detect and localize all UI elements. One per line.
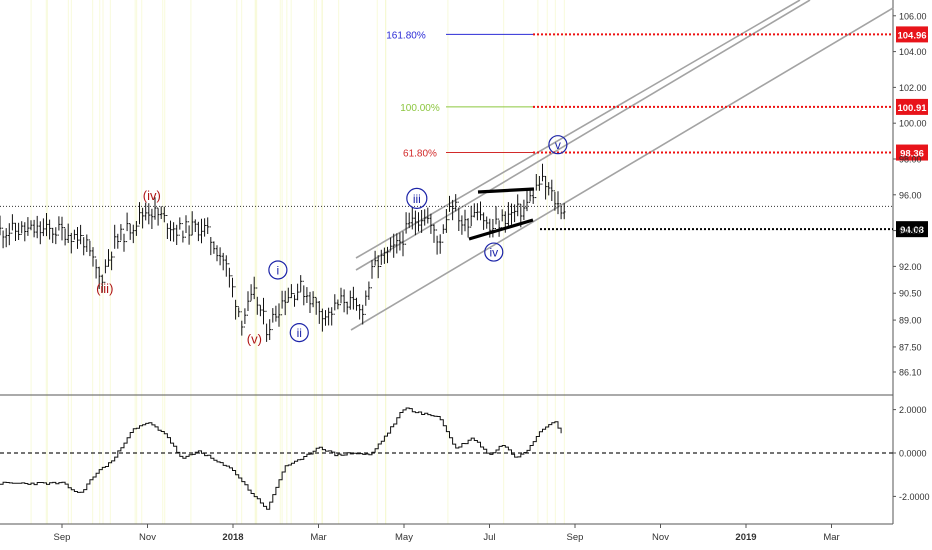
highlight-band (109, 0, 111, 524)
fib-price-box-2 (896, 98, 928, 115)
current-price-box (896, 221, 928, 238)
price-tick-label: 90.50 (899, 289, 922, 299)
fib-price-text-1: 104.96 (897, 30, 926, 41)
highlight-band (134, 0, 136, 524)
fib-label-3: 61.80% (403, 149, 437, 160)
current-price-text: 94.08 (900, 225, 924, 236)
time-tick-label: Nov (652, 532, 669, 543)
highlight-band (554, 0, 556, 524)
wave-circle-blue-2 (289, 323, 309, 343)
highlight-band (141, 0, 143, 524)
highlight-band (385, 0, 387, 524)
price-tick-label: 89.00 (899, 316, 922, 326)
highlight-band (546, 0, 548, 524)
highlight-band (99, 0, 101, 524)
fibonacci-levels: 161.80% 104.96 100.00% 100.91 61.80% 98.36 94.… (0, 26, 928, 238)
channel-line-3 (350, 7, 894, 331)
highlight-band (190, 0, 192, 524)
wave-label-blue-5: v (555, 138, 561, 152)
wave-label-red-2: (iv) (143, 188, 161, 203)
fib-label-2: 100.00% (400, 103, 440, 114)
wave-label-blue-3: iii (413, 192, 421, 206)
highlight-band (30, 0, 32, 524)
price-tick-label: 87.50 (899, 342, 922, 352)
highlight-band (236, 0, 238, 524)
highlight-band (290, 0, 292, 524)
oscillator-line (0, 407, 562, 510)
wave-circle-blue-5 (548, 135, 568, 155)
price-tick-label: 96.00 (899, 190, 922, 200)
highlight-band (45, 0, 47, 524)
wave-circle-blue-3 (406, 187, 428, 209)
highlight-band (279, 0, 281, 524)
highlight-band (338, 0, 340, 524)
highlight-band (136, 0, 138, 524)
highlight-band (102, 0, 104, 524)
wave-label-red-1: (iii) (96, 281, 113, 296)
triangle-pattern (468, 187, 535, 241)
fib-price-box-1 (896, 26, 928, 43)
price-tick-label: 104.00 (899, 47, 927, 57)
fib-price-text-3: 98.36 (900, 149, 924, 160)
highlight-band (286, 0, 288, 524)
price-tick-label: 94.00 (899, 226, 922, 236)
oscillator-series (0, 407, 893, 510)
highlight-band (70, 0, 72, 524)
highlight-band (67, 0, 69, 524)
highlight-band (313, 0, 315, 524)
axes: 106.00104.00102.00100.0098.0096.0094.009… (54, 11, 930, 543)
price-tick-label: 98.00 (899, 154, 922, 164)
fib-price-text-2: 100.91 (897, 103, 927, 114)
highlight-band (162, 0, 164, 524)
oscillator-tick-label: -2.0000 (899, 492, 930, 502)
triangle-upper-line (477, 187, 535, 194)
highlight-band (537, 0, 539, 524)
wave-label-red-3: (v) (247, 331, 262, 346)
time-tick-label: 2019 (735, 532, 756, 543)
price-series (0, 163, 566, 342)
time-tick-label: Sep (567, 532, 584, 543)
oscillator-tick-label: 0.0000 (899, 449, 927, 459)
highlight-band (164, 0, 166, 524)
highlight-band (376, 0, 378, 524)
time-tick-label: Jul (483, 532, 495, 543)
price-tick-label: 86.10 (899, 368, 922, 378)
wave-label-blue-1: i (277, 263, 280, 277)
volume-highlight-bands (30, 0, 565, 524)
highlight-band (321, 0, 323, 524)
triangle-lower-line (468, 218, 534, 241)
time-tick-label: 2018 (222, 532, 243, 543)
fib-label-1: 161.80% (386, 30, 426, 41)
time-tick-label: Nov (139, 532, 156, 543)
price-tick-label: 106.00 (899, 11, 927, 21)
time-tick-label: May (395, 532, 413, 543)
time-tick-label: Mar (823, 532, 839, 543)
highlight-band (255, 0, 257, 524)
wave-label-blue-4: iv (489, 246, 498, 260)
highlight-band (241, 0, 243, 524)
highlight-band (315, 0, 317, 524)
time-tick-label: Mar (310, 532, 326, 543)
fib-price-box-3 (896, 144, 928, 161)
highlight-band (46, 0, 48, 524)
price-tick-label: 100.00 (899, 119, 927, 129)
oscillator-tick-label: 2.0000 (899, 405, 927, 415)
price-tick-label: 92.00 (899, 262, 922, 272)
time-tick-label: Sep (54, 532, 71, 543)
wave-label-blue-2: ii (297, 326, 302, 340)
highlight-band (256, 0, 258, 524)
channel-line-1 (355, 0, 801, 259)
price-tick-label: 102.00 (899, 83, 927, 93)
highlight-band (447, 0, 449, 524)
highlight-band (503, 0, 505, 524)
highlight-band (563, 0, 565, 524)
wave-circle-blue-1 (268, 260, 288, 280)
wave-circle-blue-4 (484, 242, 504, 262)
